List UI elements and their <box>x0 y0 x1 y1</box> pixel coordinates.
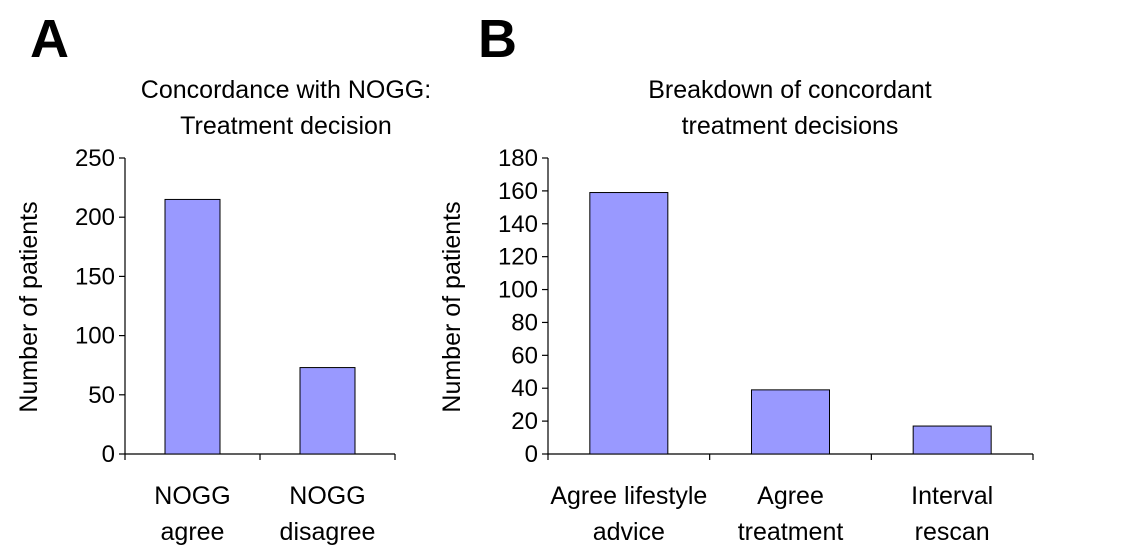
panel-a-y-tick-label: 0 <box>102 441 115 468</box>
panel-b-bar-1 <box>589 192 669 455</box>
panel-b-y-tick-label: 160 <box>498 178 538 205</box>
panel-b-title-line-2: treatment decisions <box>682 112 899 140</box>
panel-b-letter: B <box>478 9 517 69</box>
panel-b-bar-2 <box>751 389 830 455</box>
panel-a-plot-area: 0 50 100 150 200 250 NOGG agree NOGG disagree <box>75 145 396 546</box>
panel-b-y-tick-label: 40 <box>511 375 538 402</box>
panel-a-bar-2 <box>299 367 356 455</box>
panel-b-y-tick-label: 0 <box>525 441 538 468</box>
panel-a-y-tick-label: 200 <box>75 204 115 231</box>
panel-b-y-tick-label: 140 <box>498 211 538 238</box>
panel-b-category-label-2: treatment <box>738 518 844 546</box>
panel-a-title-line-1: Concordance with NOGG: <box>141 76 431 104</box>
panel-b-category-label-1: Agree lifestyle <box>550 482 707 510</box>
panel-b-y-axis-label: Number of patients <box>438 201 466 412</box>
panel-a-y-tick-label: 100 <box>75 323 115 350</box>
panel-b-y-tick-label: 60 <box>511 342 538 369</box>
panel-b-y-tick-label: 180 <box>498 145 538 172</box>
panel-a-chart: A Concordance with NOGG: Treatment decis… <box>15 9 431 546</box>
panel-a-y-axis-label: Number of patients <box>15 201 43 412</box>
panel-b-plot-area: 0 20 40 60 80 100 120 140 160 180 Agree lifestyle a… <box>498 145 1034 546</box>
panel-a-title-line-2: Treatment decision <box>180 112 392 140</box>
panel-b-title-line-1: Breakdown of concordant <box>648 76 932 104</box>
panel-a-y-tick-label: 250 <box>75 145 115 172</box>
panel-b-category-label-2: Agree <box>757 482 824 510</box>
panel-a-category-label-2: disagree <box>280 518 376 546</box>
panel-a-y-tick-label: 50 <box>88 382 115 409</box>
panel-b-category-label-3: Interval <box>911 482 993 510</box>
panel-b-category-label-1: advice <box>593 518 665 546</box>
panel-a-category-label-1: NOGG <box>154 482 230 510</box>
panel-b-y-tick-label: 100 <box>498 277 538 304</box>
panel-b-y-tick-label: 80 <box>511 309 538 336</box>
panel-b-y-tick-label: 120 <box>498 244 538 271</box>
panel-b-y-tick-label: 20 <box>511 408 538 435</box>
panel-a-letter: A <box>30 9 69 69</box>
panel-a-bar-1 <box>164 198 221 455</box>
panel-b-chart: B Breakdown of concordant treatment deci… <box>438 9 1034 546</box>
panel-a-y-tick-label: 150 <box>75 263 115 290</box>
panel-b-bar-3 <box>912 425 992 455</box>
panel-a-category-label-1: agree <box>161 518 225 546</box>
panel-b-category-label-3: rescan <box>915 518 990 546</box>
panel-a-category-label-2: NOGG <box>289 482 365 510</box>
